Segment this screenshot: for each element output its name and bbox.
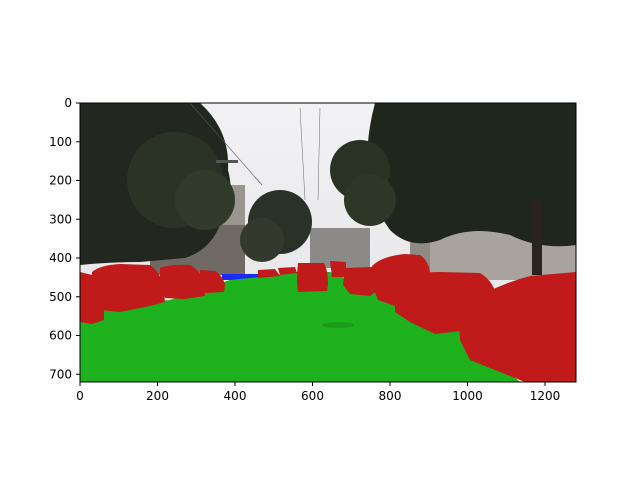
right-tree-mass [367, 103, 576, 247]
x-tick-label: 600 [301, 389, 324, 403]
x-axis: 0 200 400 600 800 1000 1200 [76, 382, 560, 403]
car-right-1 [343, 267, 378, 296]
x-tick-label: 200 [146, 389, 169, 403]
car-center [297, 263, 328, 292]
car-left-2 [160, 264, 205, 299]
y-tick-label: 300 [49, 212, 72, 226]
car-left-edge [80, 272, 104, 324]
x-tick-label: 800 [379, 389, 402, 403]
manhole-cover [322, 322, 354, 328]
car-center-right [330, 261, 346, 277]
mid-tree-2 [240, 218, 284, 262]
car-left-1 [92, 264, 165, 312]
left-tree-crown-2 [175, 170, 235, 230]
utility-wire-3 [317, 107, 321, 201]
car-far-left-2 [278, 267, 297, 275]
plot-frame [79, 102, 577, 383]
road-overlay [80, 272, 520, 382]
right-tree-crown-2 [344, 174, 396, 226]
car-right-near [458, 272, 576, 382]
y-tick-label: 0 [64, 96, 72, 110]
x-tick-label: 1200 [530, 389, 561, 403]
y-tick-label: 700 [49, 367, 72, 381]
segmented-street-image [80, 103, 576, 382]
car-left-3 [200, 270, 225, 293]
y-tick-label: 200 [49, 174, 72, 188]
y-tick-label: 100 [49, 135, 72, 149]
street-lamp [216, 160, 238, 163]
right-tree-trunk [532, 200, 542, 275]
x-tick-label: 1000 [452, 389, 483, 403]
x-tick-label: 0 [76, 389, 84, 403]
utility-wire [189, 103, 263, 186]
far-building [310, 228, 370, 268]
y-tick-label: 600 [49, 329, 72, 343]
y-tick-label: 500 [49, 290, 72, 304]
utility-wire-2 [299, 107, 306, 201]
y-tick-label: 400 [49, 251, 72, 265]
y-axis: 0 100 200 300 400 500 600 700 [49, 96, 80, 381]
car-far-left [258, 269, 280, 278]
sidewalk-strip-overlay [222, 274, 262, 280]
vehicle-overlays [80, 254, 576, 382]
x-tick-label: 400 [224, 389, 247, 403]
